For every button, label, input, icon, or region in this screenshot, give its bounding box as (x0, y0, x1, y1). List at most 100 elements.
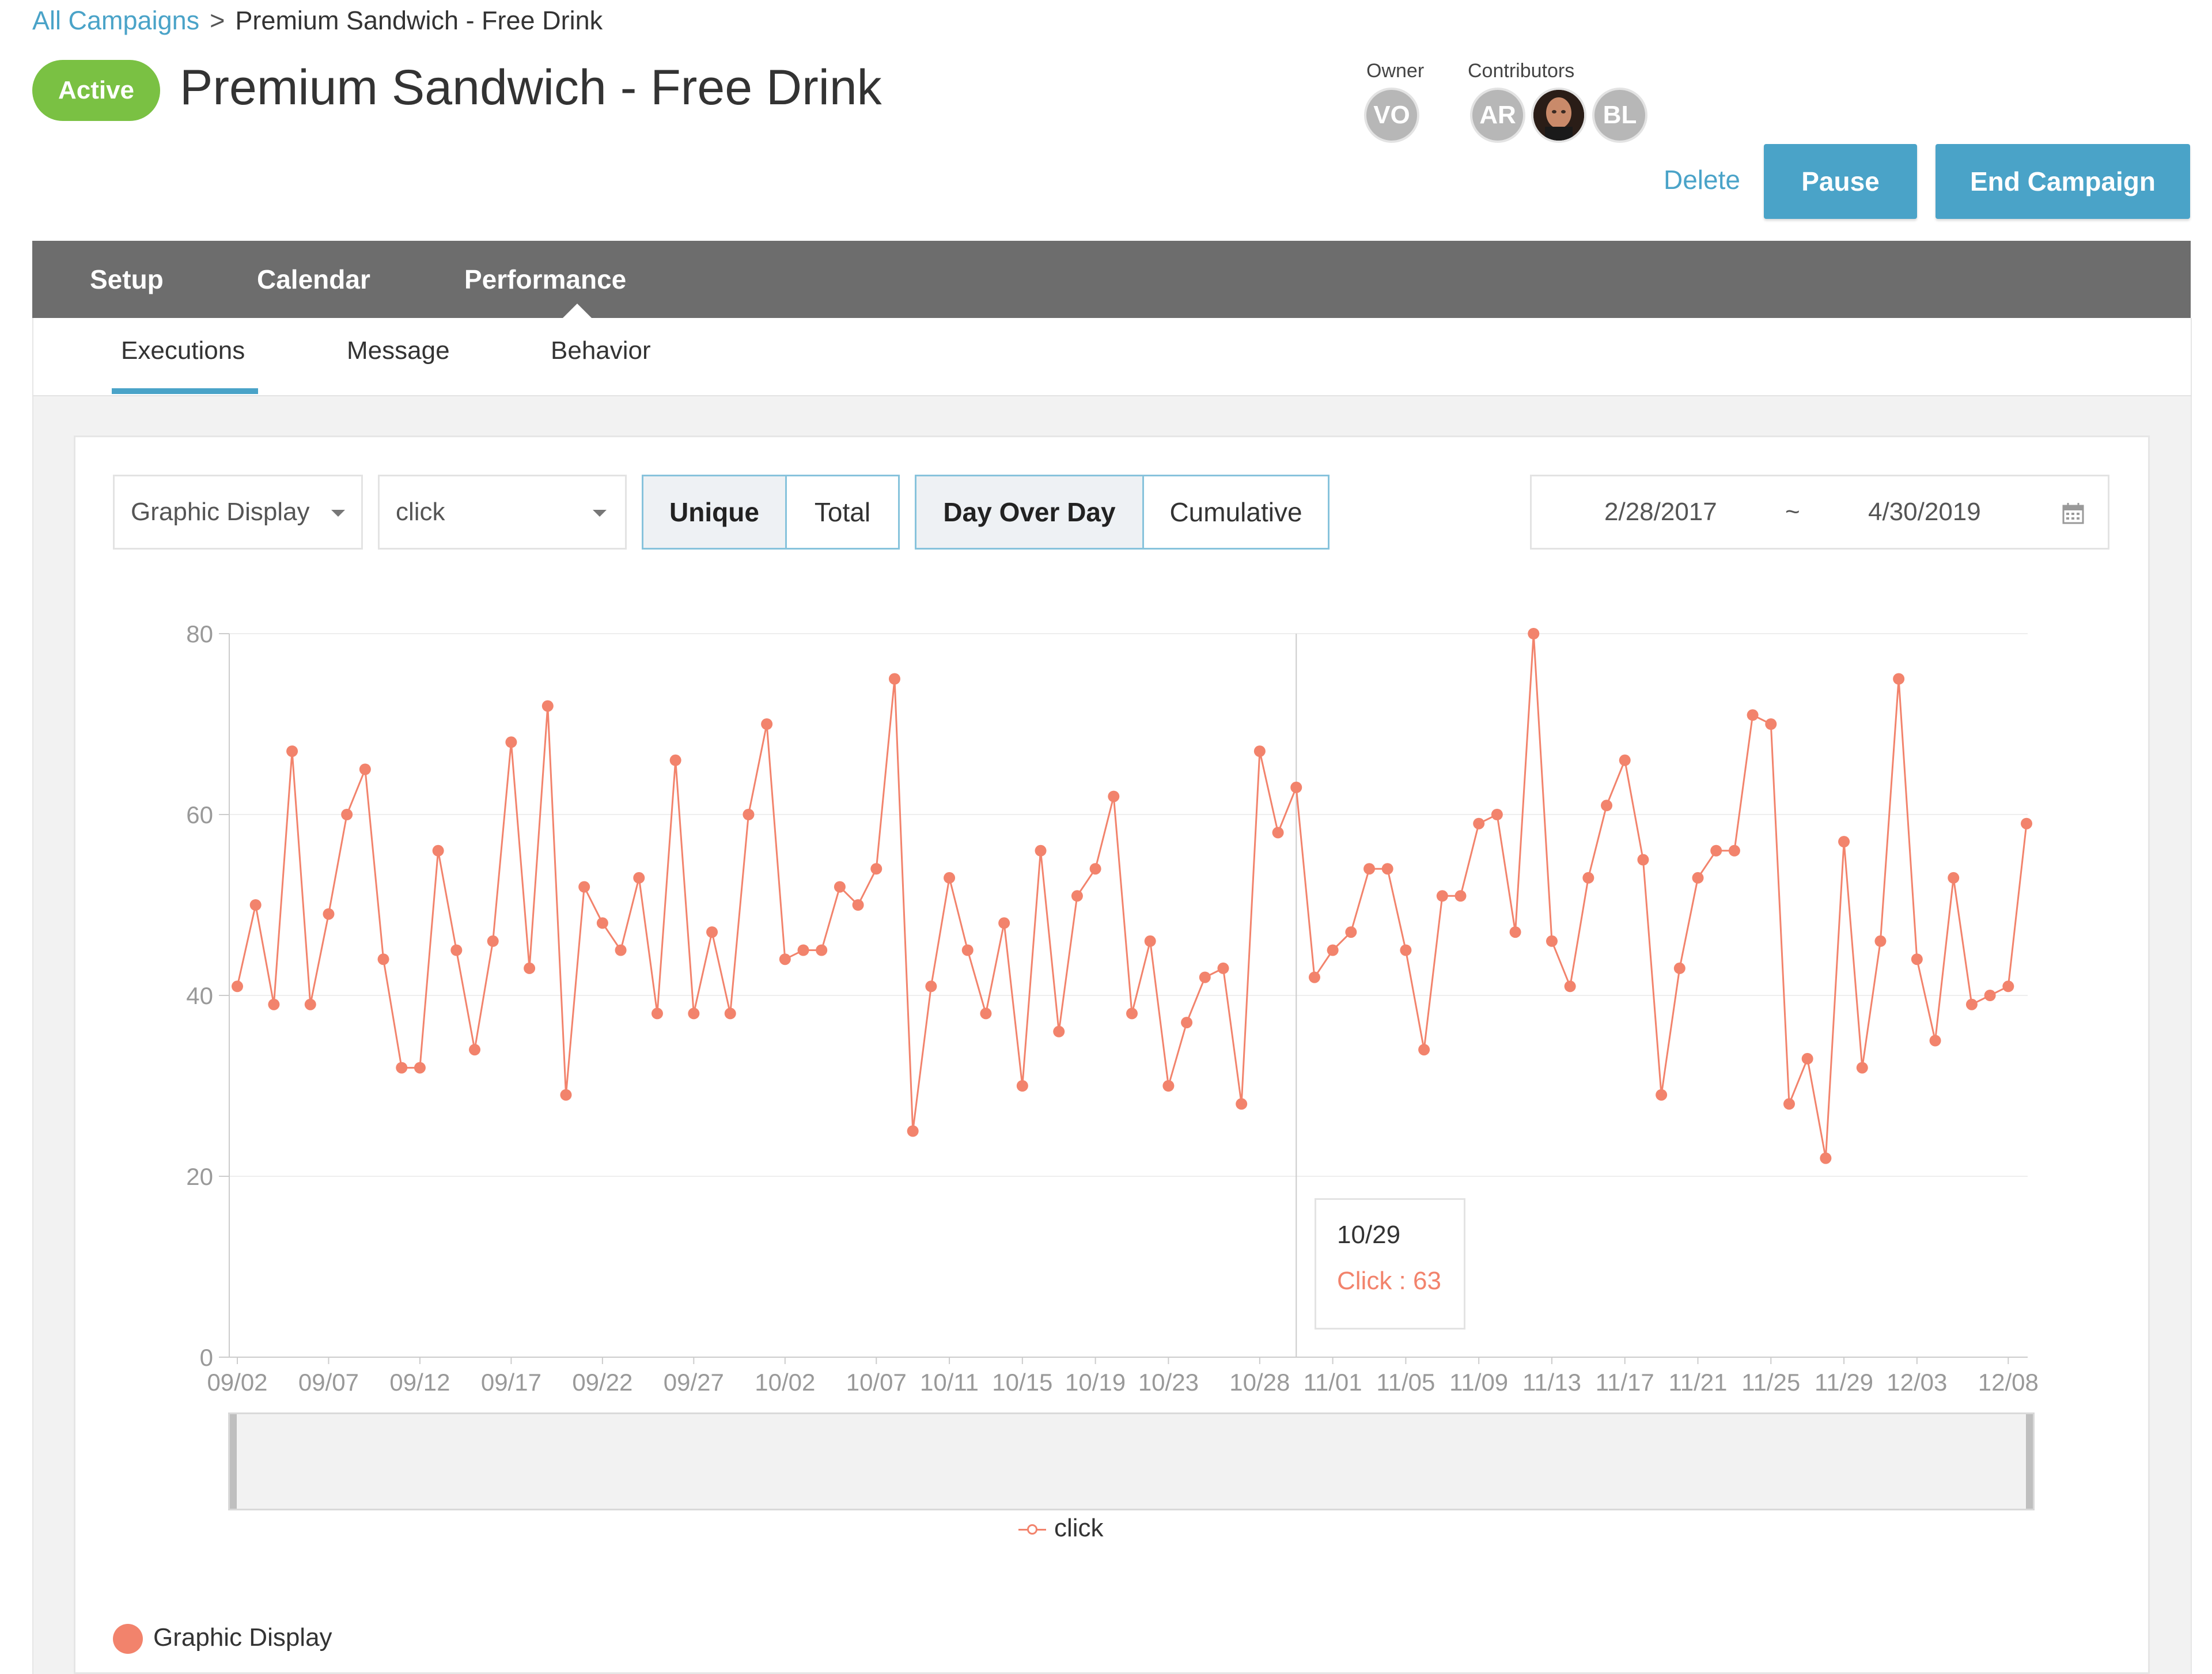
display-select-value: Graphic Display (131, 498, 310, 526)
data-point (1801, 1052, 1813, 1065)
active-tab-indicator (562, 304, 592, 319)
data-point (432, 844, 444, 857)
count-mode-toggle: Unique Total (642, 475, 900, 550)
data-point (469, 1044, 481, 1056)
main-nav: Setup Calendar Performance (32, 241, 2191, 319)
display-legend[interactable]: Graphic Display (113, 1623, 332, 1654)
y-tick-label: 20 (186, 1163, 213, 1190)
data-point (1728, 844, 1740, 857)
data-point (925, 980, 937, 993)
data-point (1783, 1098, 1795, 1110)
data-point (1327, 944, 1339, 956)
chart-tooltip: 10/29 Click : 63 (1315, 1198, 1465, 1330)
x-tick-label: 11/01 (1304, 1369, 1362, 1396)
owner-avatar[interactable]: VO (1364, 88, 1419, 143)
series-dot-icon (113, 1624, 143, 1654)
end-campaign-button[interactable]: End Campaign (1936, 144, 2190, 219)
data-point (304, 998, 316, 1010)
x-tick-label: 09/12 (389, 1369, 450, 1396)
contributor-avatar[interactable]: BL (1592, 88, 1647, 143)
cumulative-button[interactable]: Cumulative (1142, 476, 1328, 548)
status-badge: Active (32, 60, 160, 121)
unique-button[interactable]: Unique (643, 476, 785, 548)
x-tick-label: 10/23 (1138, 1369, 1199, 1396)
breadcrumb-all-campaigns-link[interactable]: All Campaigns (32, 6, 200, 35)
data-point (1929, 1035, 1941, 1047)
data-point (1071, 890, 1083, 902)
data-point (961, 944, 974, 956)
calendar-icon[interactable] (2062, 502, 2085, 525)
chevron-down-icon (331, 510, 345, 517)
delete-button[interactable]: Delete (1664, 165, 1740, 195)
x-tick-label: 09/02 (207, 1369, 267, 1396)
pause-button[interactable]: Pause (1764, 144, 1917, 219)
x-tick-label: 11/21 (1669, 1369, 1728, 1396)
x-tick-label: 11/05 (1376, 1369, 1435, 1396)
data-point (1162, 1080, 1175, 1092)
subtab-executions[interactable]: Executions (121, 336, 245, 365)
data-point (1637, 854, 1649, 866)
date-to[interactable]: 4/30/2019 (1868, 498, 1981, 526)
data-point (688, 1008, 700, 1020)
date-range-separator: ~ (1785, 498, 1800, 526)
data-point (1253, 745, 1266, 758)
navigator-left-handle[interactable] (230, 1414, 237, 1509)
subtab-message[interactable]: Message (347, 336, 450, 365)
data-point (1984, 990, 1996, 1001)
range-navigator[interactable] (228, 1412, 2035, 1510)
data-point (1053, 1025, 1065, 1037)
navigator-right-handle[interactable] (2026, 1414, 2033, 1509)
data-point (1272, 827, 1284, 839)
data-point (980, 1008, 992, 1020)
data-point (1509, 926, 1521, 938)
legend-series-label: click (1054, 1514, 1104, 1542)
date-from[interactable]: 2/28/2017 (1604, 498, 1717, 526)
data-point (1747, 709, 1759, 721)
date-range-picker[interactable]: 2/28/2017 ~ 4/30/2019 (1530, 475, 2109, 550)
event-select[interactable]: click (378, 475, 627, 550)
total-button[interactable]: Total (785, 476, 898, 548)
day-over-day-button[interactable]: Day Over Day (916, 476, 1142, 548)
y-tick-label: 40 (186, 982, 213, 1009)
data-point (1582, 872, 1594, 884)
x-tick-label: 12/03 (1887, 1369, 1947, 1396)
tooltip-date: 10/29 (1337, 1221, 1401, 1249)
data-point (396, 1062, 408, 1074)
display-select[interactable]: Graphic Display (113, 475, 363, 550)
tab-performance[interactable]: Performance (464, 264, 627, 294)
tab-setup[interactable]: Setup (90, 264, 164, 294)
x-tick-label: 09/27 (664, 1369, 724, 1396)
data-point (578, 881, 590, 893)
x-tick-label: 09/22 (572, 1369, 632, 1396)
data-point (615, 944, 627, 956)
x-tick-label: 09/07 (298, 1369, 359, 1396)
breadcrumb-separator: > (210, 6, 225, 35)
click-series-line (236, 633, 2028, 1160)
data-point (944, 872, 956, 884)
tab-calendar[interactable]: Calendar (257, 264, 370, 294)
data-point (1874, 935, 1887, 947)
chart-legend[interactable]: click (1018, 1514, 1104, 1543)
contributors-label: Contributors (1468, 60, 1575, 82)
contributor-avatar[interactable]: AR (1470, 88, 1525, 143)
contributor-photo-avatar[interactable] (1531, 88, 1586, 143)
data-point (596, 917, 608, 929)
x-tick-label: 10/15 (992, 1369, 1052, 1396)
data-point (1308, 971, 1320, 983)
x-tick-label: 12/08 (1978, 1369, 2039, 1396)
x-tick-label: 10/11 (920, 1369, 979, 1396)
subtab-behavior[interactable]: Behavior (551, 336, 651, 365)
data-point (1199, 971, 1211, 983)
data-point (1948, 872, 1960, 884)
data-point (268, 998, 280, 1010)
data-point (487, 935, 499, 947)
data-point (1765, 718, 1777, 730)
data-point (724, 1008, 736, 1020)
data-point (377, 953, 389, 965)
data-point (1528, 628, 1540, 639)
data-point (1564, 980, 1576, 993)
data-point (888, 673, 900, 685)
sub-nav: Executions Message Behavior (32, 318, 2192, 396)
data-point (1673, 962, 1685, 974)
x-tick-label: 11/09 (1449, 1369, 1508, 1396)
